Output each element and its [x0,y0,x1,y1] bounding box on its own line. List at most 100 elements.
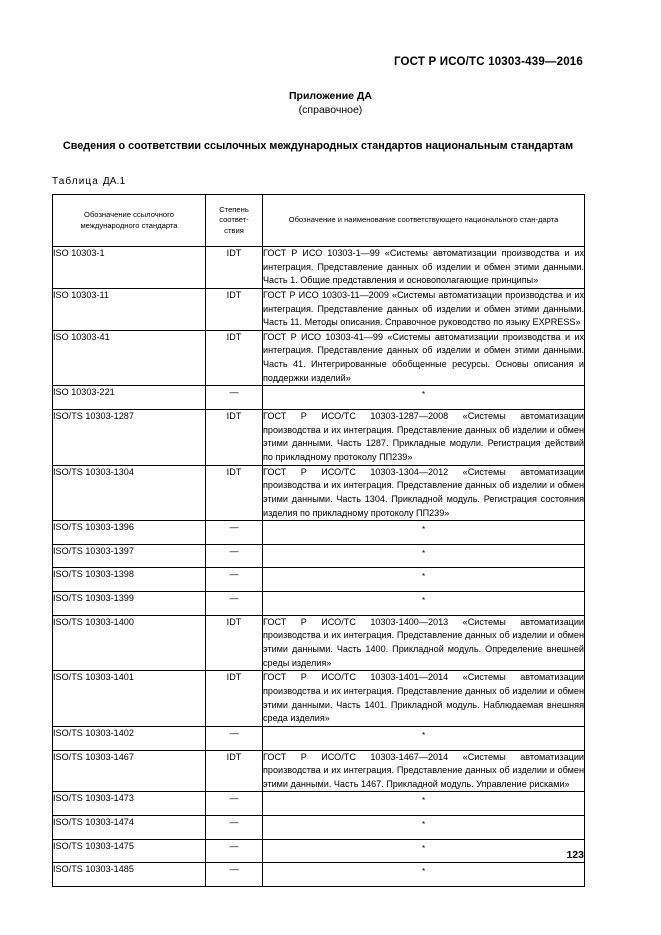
footnote-asterisk: * [421,390,426,400]
cell-reference-standard: ISO 10303-1 [52,246,206,289]
cell-national-standard: ГОСТ Р ИСО 10303-41—99 «Системы автомати… [262,329,585,387]
table-row: ISO 10303-1 IDT ГОСТ Р ИСО 10303-1—99 «Сис… [52,246,585,289]
footnote-asterisk: * [421,867,426,877]
footnote-asterisk: * [421,820,426,830]
cell-national-standard-footnote-marker: * [262,385,585,411]
cell-conformity-degree: — [205,543,263,569]
cell-reference-standard: ISO/TS 10303-1475 [52,838,206,864]
footnote-asterisk: * [421,843,426,853]
table-row: ISO 10303-11 IDT ГОСТ Р ИСО 10303-11—2009 … [52,287,585,331]
table-row: ISO/TS 10303-1473— * [52,791,585,817]
running-head: ГОСТ Р ИСО/ТС 10303-439—2016 [393,56,583,68]
cell-conformity-degree: — [205,567,263,593]
cell-reference-standard: ISO/TS 10303-1396 [52,520,206,545]
table-row: ISO/TS 10303-1485— * [52,862,585,887]
table-row: ISO/TS 10303-1467 IDT ГОСТ Р ИСО/ТС 10303-… [52,749,585,793]
conformity-degree-line-3: ствия [224,225,244,235]
cell-conformity-degree: IDT [205,614,263,672]
cell-conformity-degree: — [205,791,263,817]
cell-reference-standard: ISO/TS 10303-1401 [52,670,206,727]
page-title: Сведения о соответствии ссылочных междун… [62,140,574,152]
annex-kind: (справочное) [298,103,363,116]
table-row: ISO/TS 10303-1398— * [52,567,585,593]
cell-reference-standard: ISO/TS 10303-1474 [52,815,206,840]
cell-national-standard-footnote-marker: * [262,591,585,616]
cell-conformity-degree: IDT [205,670,263,727]
table-row: ISO/TS 10303-1397— * [52,543,585,569]
cell-reference-standard: ISO 10303-11 [52,287,206,331]
cell-national-standard: ГОСТ Р ИСО 10303-11—2009 «Системы автома… [262,287,585,331]
annex-block: Приложение ДА (справочное) [0,90,661,118]
cell-national-standard-footnote-marker: * [262,791,585,817]
table-row: ISO/TS 10303-1475— * [52,838,585,864]
cell-national-standard: ГОСТ Р ИСО/ТС 10303-1467—2014 «Системы а… [262,749,585,793]
cell-national-standard-footnote-marker: * [262,520,585,545]
table-body: ISO 10303-1 IDT ГОСТ Р ИСО 10303-1—99 «Сис… [52,246,585,887]
footnote-asterisk: * [421,525,426,535]
cell-national-standard-footnote-marker: * [262,725,585,751]
cell-reference-standard: ISO 10303-41 [52,329,206,387]
cell-national-standard-footnote-marker: * [262,815,585,840]
cell-conformity-degree: — [205,725,263,751]
table-caption-number: ДА.1 [102,176,126,187]
cell-reference-standard: ISO/TS 10303-1473 [52,791,206,817]
table-row: ISO/TS 10303-1474— * [52,815,585,840]
annex-title: Приложение ДА [289,90,372,102]
cell-national-standard: ГОСТ Р ИСО/ТС 10303-1287—2008 «Системы а… [262,409,585,466]
cell-national-standard-footnote-marker: * [262,862,585,887]
table-row: ISO/TS 10303-1401 IDT ГОСТ Р ИСО/ТС 10303-… [52,670,585,727]
cell-national-standard: ГОСТ Р ИСО/ТС 10303-1401—2014 «Системы а… [262,670,585,727]
correspondence-table: Обозначение ссылочного международного ст… [52,194,585,887]
cell-conformity-degree: — [205,838,263,864]
cell-reference-standard: ISO/TS 10303-1467 [52,749,206,793]
table-row: ISO/TS 10303-1396— * [52,520,585,545]
cell-conformity-degree: IDT [205,246,263,289]
cell-conformity-degree: IDT [205,464,263,522]
table-header-row: Обозначение ссылочного международного ст… [52,194,585,247]
cell-reference-standard: ISO/TS 10303-1398 [52,567,206,593]
footnote-asterisk: * [421,548,426,558]
table-row: ISO/TS 10303-1400 IDT ГОСТ Р ИСО/ТС 10303-… [52,614,585,672]
column-header-national-standard: Обозначение и наименование соответствующ… [262,194,585,247]
footnote-asterisk: * [421,572,426,582]
footnote-asterisk: * [421,596,426,606]
cell-reference-standard: ISO/TS 10303-1304 [52,464,206,522]
cell-conformity-degree: IDT [205,749,263,793]
table-row: ISO/TS 10303-1304 IDT ГОСТ Р ИСО/ТС 10303-… [52,464,585,522]
cell-conformity-degree: — [205,591,263,616]
table-caption: Таблица ДА.1 [52,176,125,187]
cell-conformity-degree: — [205,520,263,545]
table-row: ISO 10303-221— * [52,385,585,411]
cell-conformity-degree: IDT [205,329,263,387]
cell-conformity-degree: IDT [205,287,263,331]
cell-national-standard: ГОСТ Р ИСО/ТС 10303-1400—2013 «Системы а… [262,614,585,672]
page-number: 123 [566,849,584,861]
table-row: ISO 10303-41 IDT ГОСТ Р ИСО 10303-41—99 «С… [52,329,585,387]
cell-reference-standard: ISO/TS 10303-1402 [52,725,206,751]
column-header-conformity-degree: Степень соответ- ствия [205,194,263,247]
table-row: ISO/TS 10303-1287 IDT ГОСТ Р ИСО/ТС 10303-… [52,409,585,466]
cell-national-standard: ГОСТ Р ИСО/ТС 10303-1304—2012 «Системы а… [262,464,585,522]
conformity-degree-line-1: Степень [219,204,249,214]
cell-conformity-degree: IDT [205,409,263,466]
table-row: ISO/TS 10303-1402— * [52,725,585,751]
cell-national-standard-footnote-marker: * [262,567,585,593]
cell-conformity-degree: — [205,385,263,411]
cell-reference-standard: ISO 10303-221 [52,385,206,411]
table-caption-label: Таблица [52,176,99,187]
conformity-degree-line-2: соответ- [219,215,249,225]
cell-national-standard-footnote-marker: * [262,838,585,864]
cell-reference-standard: ISO/TS 10303-1485 [52,862,206,887]
cell-reference-standard: ISO/TS 10303-1287 [52,409,206,466]
column-header-reference-standard: Обозначение ссылочного международного ст… [52,194,206,247]
cell-conformity-degree: — [205,862,263,887]
cell-conformity-degree: — [205,815,263,840]
cell-reference-standard: ISO/TS 10303-1399 [52,591,206,616]
cell-reference-standard: ISO/TS 10303-1397 [52,543,206,569]
footnote-asterisk: * [421,796,426,806]
table-row: ISO/TS 10303-1399— * [52,591,585,616]
cell-reference-standard: ISO/TS 10303-1400 [52,614,206,672]
cell-national-standard: ГОСТ Р ИСО 10303-1—99 «Системы автоматиз… [262,246,585,289]
cell-national-standard-footnote-marker: * [262,543,585,569]
